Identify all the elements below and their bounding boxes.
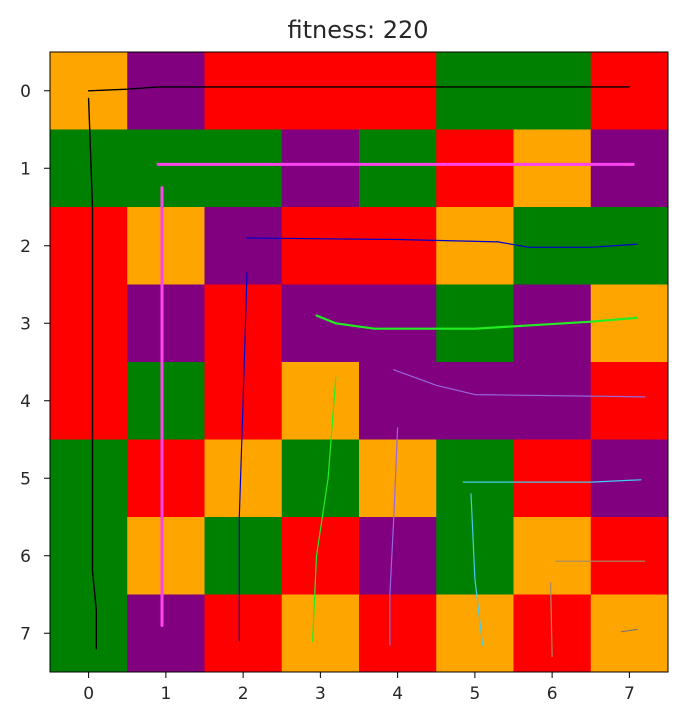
path-line-8 xyxy=(393,369,646,398)
cell-7-4 xyxy=(359,594,437,673)
cell-2-2 xyxy=(204,207,283,285)
x-tick-label: 0 xyxy=(83,684,94,704)
path-line-9 xyxy=(389,427,399,646)
x-tick-label: 2 xyxy=(238,684,249,704)
cell-2-5 xyxy=(436,207,514,285)
path-line-0 xyxy=(87,86,631,92)
cell-3-5 xyxy=(436,284,514,363)
y-tick-label: 2 xyxy=(20,237,31,257)
cell-3-3 xyxy=(281,284,360,363)
cell-2-6 xyxy=(513,207,592,285)
cell-4-4 xyxy=(359,362,437,440)
x-tick-label: 1 xyxy=(160,684,171,704)
path-line-7 xyxy=(312,376,337,642)
path-line-1 xyxy=(87,97,98,650)
x-tick-label: 7 xyxy=(624,684,635,704)
y-tick-label: 1 xyxy=(20,159,31,179)
cell-6-6 xyxy=(513,517,592,595)
cell-6-4 xyxy=(359,517,437,595)
y-axis: 0 1 2 3 4 5 6 7 xyxy=(20,82,50,644)
cell-3-0 xyxy=(50,284,128,363)
cell-4-1 xyxy=(127,362,205,440)
cell-7-5 xyxy=(436,594,514,673)
cell-2-1 xyxy=(127,207,205,285)
cell-5-2 xyxy=(204,439,283,518)
path-line-4 xyxy=(246,237,638,248)
cell-1-6 xyxy=(513,129,592,208)
cell-4-3 xyxy=(281,362,360,440)
cell-0-5 xyxy=(436,52,514,130)
y-tick-label: 0 xyxy=(20,82,31,102)
cell-1-7 xyxy=(590,129,669,208)
path-line-6 xyxy=(315,314,639,330)
cell-2-0 xyxy=(50,207,128,285)
cell-6-2 xyxy=(204,517,283,595)
cell-3-2 xyxy=(204,284,283,363)
cell-3-4 xyxy=(359,284,437,363)
cell-1-2 xyxy=(204,129,283,208)
cell-0-7 xyxy=(590,52,669,130)
cell-0-1 xyxy=(127,52,205,130)
cell-1-5 xyxy=(436,129,514,208)
cell-1-3 xyxy=(281,129,360,208)
y-tick-label: 6 xyxy=(20,547,31,567)
cell-3-7 xyxy=(590,284,669,363)
cell-7-7 xyxy=(590,594,669,673)
path-lines xyxy=(87,86,646,658)
path-line-13 xyxy=(549,582,553,658)
x-tick-label: 3 xyxy=(315,684,326,704)
cell-1-0 xyxy=(50,129,128,208)
cell-5-6 xyxy=(513,439,592,518)
y-tick-label: 7 xyxy=(20,624,31,644)
cell-5-5 xyxy=(436,439,514,518)
y-tick-label: 5 xyxy=(20,469,31,489)
cell-5-3 xyxy=(281,439,360,518)
cell-5-4 xyxy=(359,439,437,518)
cell-1-1 xyxy=(127,129,205,208)
path-line-14 xyxy=(620,628,638,633)
cell-5-0 xyxy=(50,439,128,518)
cell-4-0 xyxy=(50,362,128,440)
cell-0-2 xyxy=(204,52,283,130)
cell-4-7 xyxy=(590,362,669,440)
x-axis: 0 1 2 3 4 5 6 7 xyxy=(83,672,635,704)
cell-5-1 xyxy=(127,439,205,518)
cell-2-4 xyxy=(359,207,437,285)
y-tick-label: 3 xyxy=(20,314,31,334)
cell-2-3 xyxy=(281,207,360,285)
cell-0-4 xyxy=(359,52,437,130)
cell-6-7 xyxy=(590,517,669,595)
cell-6-1 xyxy=(127,517,205,595)
cell-4-5 xyxy=(436,362,514,440)
path-line-11 xyxy=(470,493,484,646)
cell-6-0 xyxy=(50,517,128,595)
x-tick-label: 5 xyxy=(469,684,480,704)
cell-5-7 xyxy=(590,439,669,518)
chart-title: fitness: 220 xyxy=(287,16,428,44)
y-tick-label: 4 xyxy=(20,392,31,412)
cell-0-3 xyxy=(281,52,360,130)
path-line-10 xyxy=(462,479,642,483)
x-tick-label: 4 xyxy=(392,684,403,704)
path-line-5 xyxy=(238,272,248,642)
cell-0-6 xyxy=(513,52,592,130)
cell-3-1 xyxy=(127,284,205,363)
cell-7-6 xyxy=(513,594,592,673)
cell-1-4 xyxy=(359,129,437,208)
cell-7-2 xyxy=(204,594,283,673)
x-tick-label: 6 xyxy=(547,684,558,704)
axes-frame xyxy=(49,51,669,673)
cell-7-1 xyxy=(127,594,205,673)
cell-7-0 xyxy=(50,594,128,673)
cell-7-3 xyxy=(281,594,360,673)
cell-4-6 xyxy=(513,362,592,440)
heatmap-cells xyxy=(50,52,669,673)
